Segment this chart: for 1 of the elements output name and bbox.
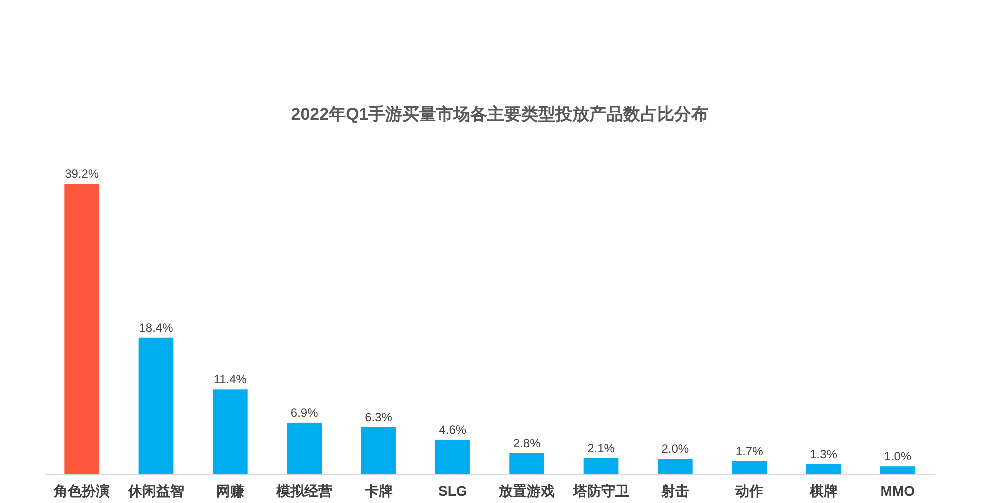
title: 2022年Q1手游买量市场各主要类型投放产品数占比分布 <box>291 105 709 124</box>
